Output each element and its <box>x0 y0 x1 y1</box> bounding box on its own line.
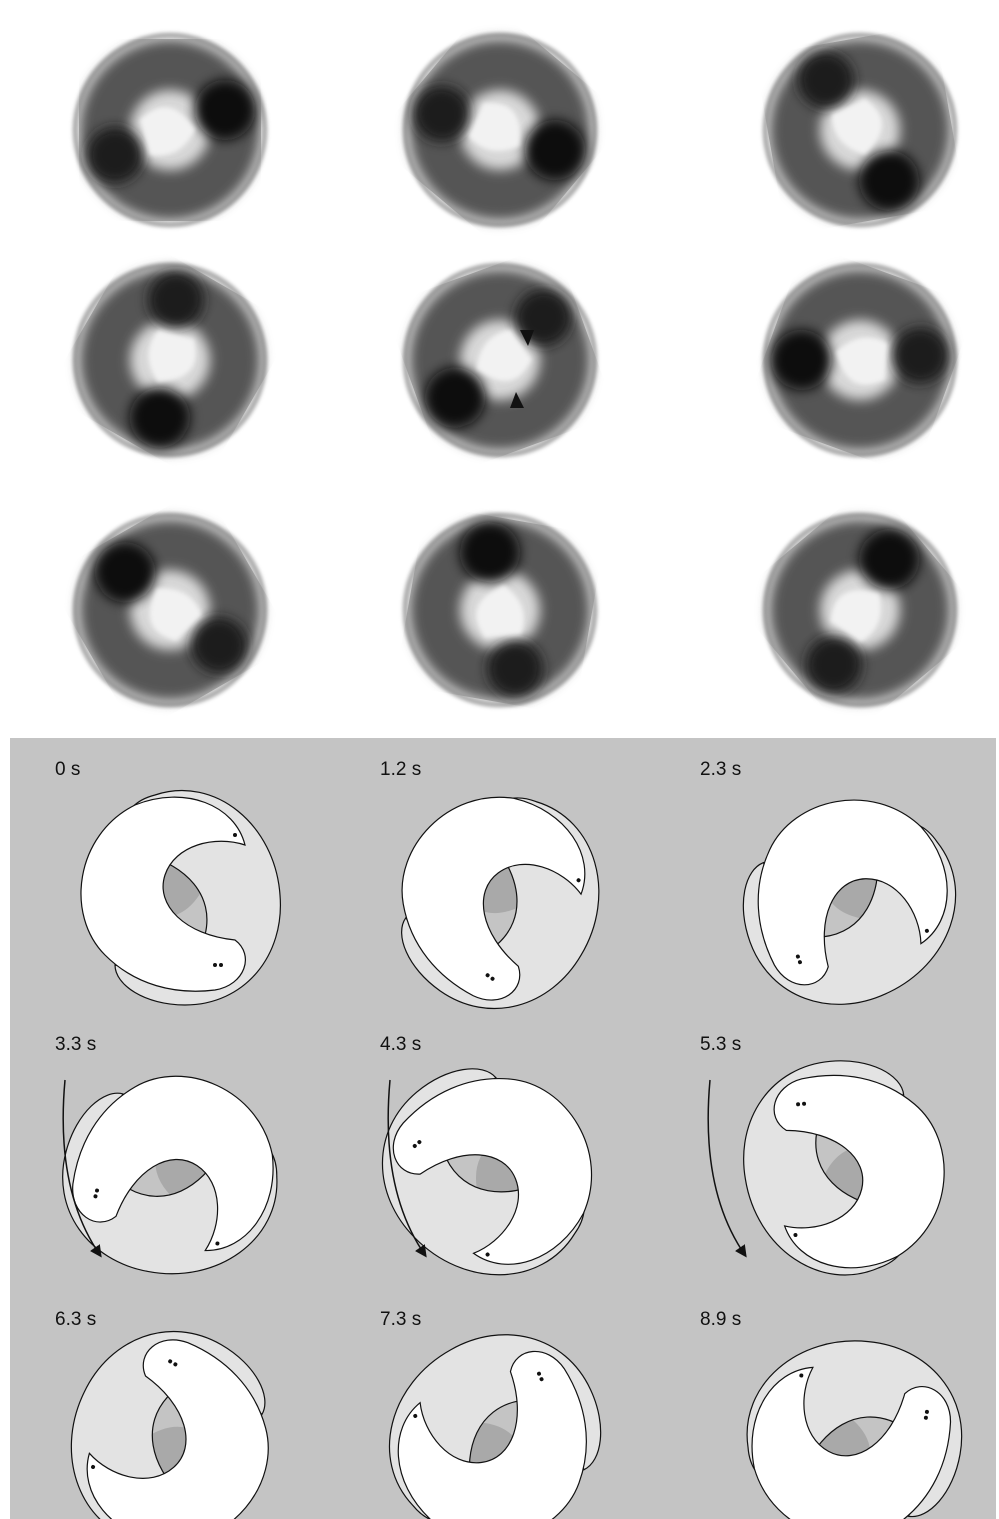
embryo-drawing <box>743 1060 945 1276</box>
dark-spot <box>805 636 862 693</box>
white-body <box>773 1074 945 1269</box>
micrograph <box>403 263 597 457</box>
dark-spot <box>425 367 486 428</box>
dark-spot <box>195 80 255 140</box>
micrograph <box>763 33 957 227</box>
eye-dot <box>417 1140 422 1145</box>
micrograph <box>403 33 597 227</box>
micrograph <box>73 263 267 457</box>
eye-dot <box>173 1362 178 1367</box>
eye-dot <box>95 1188 100 1193</box>
micrograph <box>763 263 957 457</box>
eye-dot <box>485 1252 490 1257</box>
eye-dot <box>93 1194 98 1199</box>
eye-dot <box>168 1359 173 1364</box>
dark-spot <box>859 150 920 211</box>
rotation-arrow <box>707 1079 747 1258</box>
dark-spot <box>147 271 204 328</box>
eye-dot <box>539 1377 544 1382</box>
time-label: 4.3 s <box>380 1034 421 1055</box>
center-gap <box>148 330 196 382</box>
dark-spot <box>129 387 190 448</box>
white-body <box>401 796 586 1001</box>
dark-spot <box>87 127 143 183</box>
center-gap <box>149 588 202 641</box>
dark-spot <box>859 529 920 590</box>
time-label: 5.3 s <box>700 1034 741 1055</box>
center-gap <box>831 98 882 155</box>
dark-spot <box>771 329 832 390</box>
dark-spot <box>892 327 949 384</box>
eye-dot <box>797 960 802 965</box>
time-label: 3.3 s <box>55 1034 96 1055</box>
embryo-drawing <box>746 1340 963 1519</box>
dark-spot <box>797 52 854 109</box>
embryo-drawing <box>80 790 281 1006</box>
eye-dot <box>924 1409 929 1414</box>
eye-dot <box>412 1143 417 1148</box>
time-label: 1.2 s <box>380 759 421 780</box>
eye-dot <box>485 973 490 978</box>
embryo-drawing <box>381 1068 593 1276</box>
center-gap <box>830 590 881 643</box>
white-body <box>80 796 246 992</box>
center-gap <box>140 107 195 156</box>
eye-dot <box>413 1413 418 1418</box>
rotation-arrow <box>387 1079 427 1258</box>
dark-spot <box>413 85 470 142</box>
center-gap <box>468 102 521 151</box>
center-gap <box>476 585 524 638</box>
drawings: 0 s 1.2 s 2.3 s 3.3 s 4.3 s 5.3 s 6.3 s 7.3 s 8.… <box>55 759 963 1519</box>
time-label: 7.3 s <box>380 1309 421 1330</box>
rotation-arrow <box>62 1079 102 1258</box>
eye-dot <box>923 1415 928 1420</box>
micrograph <box>763 513 957 707</box>
white-body <box>757 799 948 986</box>
time-label: 2.3 s <box>700 759 741 780</box>
micrograph <box>73 33 267 227</box>
time-label: 8.9 s <box>700 1309 741 1330</box>
micrograph <box>73 513 267 707</box>
center-gap <box>836 337 888 385</box>
dark-spot <box>524 120 585 181</box>
embryo-outline <box>763 513 957 707</box>
eye-dot <box>793 1233 798 1238</box>
dark-spot <box>95 542 156 603</box>
embryo-drawing <box>742 799 957 1005</box>
center-gap <box>476 329 532 382</box>
eye-dot <box>799 1373 804 1378</box>
eye-dot <box>924 928 929 933</box>
arrowhead <box>510 392 524 408</box>
dark-spot <box>459 522 520 583</box>
time-label: 0 s <box>55 759 80 780</box>
micrograph <box>403 513 597 707</box>
dark-spot <box>487 640 544 697</box>
eye-dot <box>802 1101 807 1106</box>
eye-dot <box>576 878 581 883</box>
embryo-drawing <box>389 1334 602 1519</box>
white-body <box>86 1339 269 1519</box>
arrowhead <box>520 330 534 346</box>
time-label: 6.3 s <box>55 1309 96 1330</box>
eye-dot <box>91 1464 96 1469</box>
white-body <box>397 1350 587 1519</box>
eye-dot <box>233 833 237 837</box>
eye-dot <box>537 1371 542 1376</box>
embryo-drawing <box>70 1330 269 1519</box>
eye-dot <box>795 954 800 959</box>
embryo-drawing <box>401 796 600 1010</box>
dark-spot <box>191 617 248 674</box>
eye-dot <box>219 963 223 967</box>
eye-dot <box>490 976 495 981</box>
embryo-drawing <box>62 1075 278 1275</box>
white-body <box>751 1366 952 1519</box>
eye-dot <box>215 1241 220 1246</box>
white-body <box>392 1077 593 1265</box>
eye-dot <box>796 1102 801 1107</box>
white-body <box>72 1075 274 1252</box>
micrographs <box>73 33 957 707</box>
eye-dot <box>213 963 217 967</box>
